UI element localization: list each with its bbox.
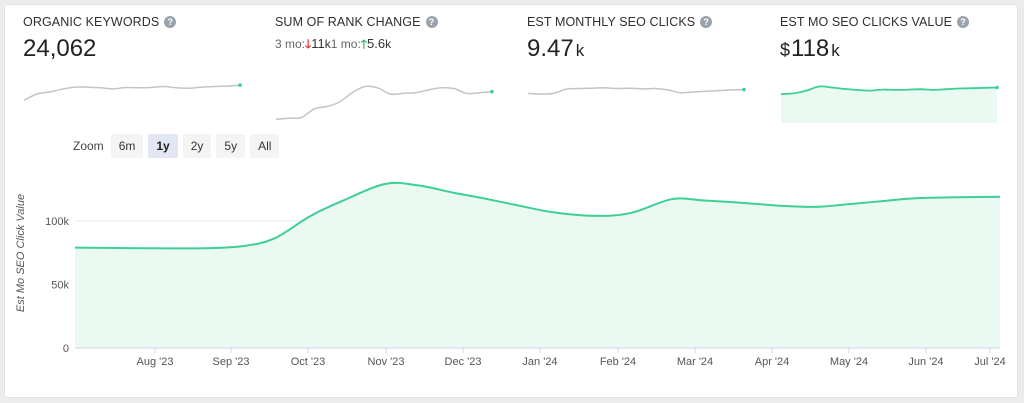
arrow-down-icon: 🡓 (305, 37, 312, 51)
rank-3mo-label: 3 mo: (275, 37, 306, 51)
rank-1mo-value: 5.6 (367, 36, 386, 51)
metric-title-text: EST MONTHLY SEO CLICKS (527, 15, 696, 29)
chart-data-point[interactable] (240, 244, 244, 248)
metric-title-text: SUM OF RANK CHANGE (275, 15, 421, 29)
sparkline-area (781, 86, 997, 123)
metric-value-number: 118 (791, 35, 830, 62)
metric-value-suffix: k (831, 41, 840, 60)
metric-value: 9.47 k (527, 35, 759, 63)
y-tick-label: 100k (45, 216, 69, 228)
zoom-2y-button[interactable]: 2y (182, 134, 212, 158)
metric-value-prefix: $ (780, 40, 791, 60)
chart-data-point[interactable] (813, 205, 817, 209)
rank-1mo-label: 1 mo: (330, 37, 361, 51)
metric-organic-keywords: ORGANIC KEYWORDS ? 24,062 (23, 15, 255, 101)
metric-title: ORGANIC KEYWORDS ? (23, 15, 255, 29)
x-tick-label: Nov '23 (368, 356, 405, 368)
chart-data-point[interactable] (415, 183, 419, 187)
help-icon[interactable]: ? (700, 16, 713, 28)
metric-value-number: 9.47 (527, 35, 574, 62)
chart-data-point[interactable] (480, 196, 484, 200)
chart-data-point[interactable] (887, 199, 891, 203)
metric-value: $118 k (780, 35, 1012, 63)
metric-title-text: ORGANIC KEYWORDS (23, 15, 160, 29)
chart-data-point[interactable] (73, 246, 77, 250)
zoom-5y-button[interactable]: 5y (216, 134, 246, 158)
help-icon[interactable]: ? (425, 16, 438, 28)
chart-data-point[interactable] (628, 211, 632, 215)
rank-3mo-suffix: k (324, 37, 331, 51)
help-icon[interactable]: ? (957, 16, 970, 28)
rank-3mo-value: 11 (311, 36, 325, 51)
sparkline-line (275, 85, 493, 121)
metric-sum-rank-change: SUM OF RANK CHANGE ? 3 mo:🡓11k1 mo:🡑5.6k (275, 15, 507, 121)
x-tick-label: Oct '23 (291, 356, 326, 368)
sparkline (23, 83, 242, 101)
y-tick-label: 50k (51, 279, 69, 291)
sparkline-end-dot (490, 89, 494, 94)
help-icon[interactable]: ? (164, 16, 177, 28)
chart-data-point[interactable] (776, 204, 780, 208)
x-tick-label: Jan '24 (522, 356, 557, 368)
metric-est-mo-seo-clicks-value: EST MO SEO CLICKS VALUE ? $118 k (780, 15, 1012, 123)
seo-click-value-chart[interactable]: 0 50k 100k Aug '23 Sep '23 Oct '23 Nov '23 Dec … (5, 160, 1017, 385)
chart-data-point[interactable] (203, 246, 207, 250)
metric-title: EST MO SEO CLICKS VALUE ? (780, 15, 1012, 29)
chart-data-point[interactable] (919, 196, 923, 200)
chart-data-point[interactable] (142, 246, 146, 250)
chart-data-point[interactable] (549, 210, 553, 214)
x-tick-label: Feb '24 (600, 356, 636, 368)
chart-data-point[interactable] (341, 199, 345, 203)
x-tick-label: Sep '23 (213, 356, 250, 368)
metric-est-monthly-seo-clicks: EST MONTHLY SEO CLICKS ? 9.47 k (527, 15, 759, 95)
x-tick-label: Mar '24 (677, 356, 713, 368)
metric-value-suffix: k (575, 41, 585, 60)
x-tick-label: May '24 (830, 356, 868, 368)
chart-data-point[interactable] (591, 214, 595, 218)
zoom-1y-button[interactable]: 1y (148, 134, 178, 158)
metric-title: SUM OF RANK CHANGE ? (275, 15, 507, 29)
zoom-label: Zoom (73, 139, 104, 153)
sparkline (275, 85, 494, 121)
sparkline-line (23, 84, 241, 101)
chart-data-point[interactable] (670, 197, 674, 201)
metric-title: EST MONTHLY SEO CLICKS ? (527, 15, 759, 29)
sparkline-end-dot (995, 85, 999, 90)
chart-data-point[interactable] (309, 214, 313, 218)
metric-value: 24,062 (23, 35, 255, 63)
chart-data-point[interactable] (845, 202, 849, 206)
x-tick-label: Dec '23 (445, 356, 482, 368)
x-tick-label: Jul '24 (974, 356, 1005, 368)
chart-series-line (74, 181, 1001, 250)
rank-1mo-suffix: k (385, 37, 392, 51)
chart-data-point[interactable] (452, 191, 456, 195)
zoom-all-button[interactable]: All (250, 134, 280, 158)
rank-change-values: 3 mo:🡓11k1 mo:🡑5.6k (275, 35, 507, 63)
zoom-6m-button[interactable]: 6m (110, 134, 144, 158)
x-tick-label: Jun '24 (908, 356, 943, 368)
chart-area-fill (75, 182, 1000, 348)
metric-title-text: EST MO SEO CLICKS VALUE (780, 15, 953, 29)
sparkline-line (780, 85, 998, 95)
sparkline (527, 87, 746, 95)
arrow-up-icon: 🡑 (360, 37, 368, 51)
x-tick-label: Aug '23 (137, 356, 174, 368)
chart-data-point[interactable] (272, 237, 276, 241)
chart-data-point[interactable] (744, 201, 748, 205)
metric-value-number: 24,062 (23, 35, 97, 62)
chart-data-point[interactable] (998, 195, 1002, 199)
x-tick-label: Apr '24 (755, 356, 790, 368)
sparkline-end-dot (742, 87, 746, 92)
y-tick-label: 0 (63, 343, 69, 355)
sparkline-line (527, 87, 745, 95)
seo-overview-panel: ORGANIC KEYWORDS ? 24,062 SUM OF RANK CH… (4, 4, 1018, 398)
zoom-controls: Zoom 6m 1y 2y 5y All (73, 134, 280, 158)
chart-data-point[interactable] (702, 199, 706, 203)
sparkline (780, 85, 999, 123)
sparkline-end-dot (238, 83, 242, 87)
chart-data-point[interactable] (517, 204, 521, 208)
chart-data-point[interactable] (383, 182, 387, 186)
